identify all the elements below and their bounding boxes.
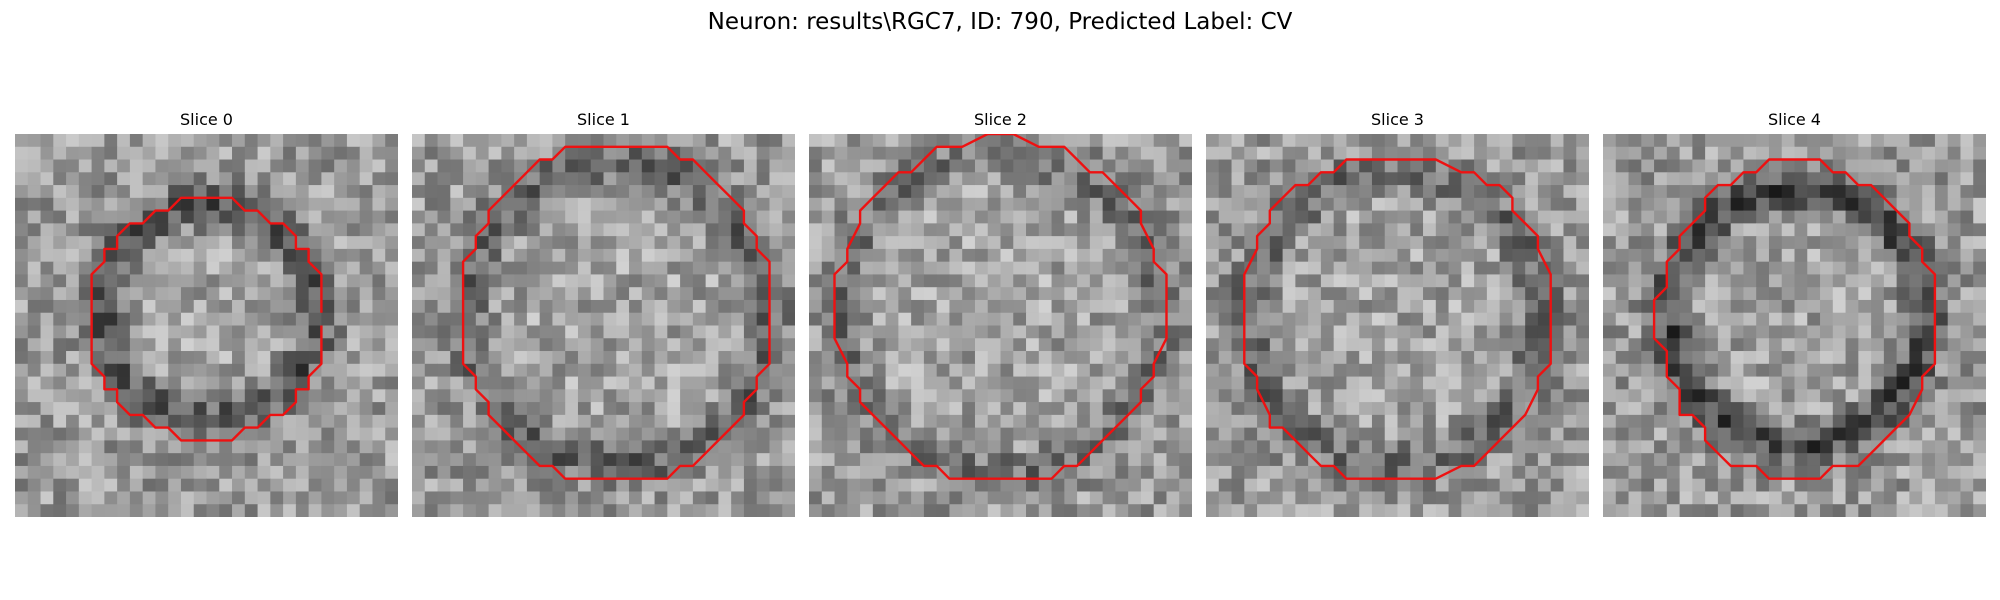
slice-image bbox=[809, 134, 1192, 517]
slice-title: Slice 4 bbox=[1603, 108, 1986, 132]
slice-panel: Slice 2 bbox=[809, 108, 1192, 517]
slice-image bbox=[15, 134, 398, 517]
slice-title: Slice 1 bbox=[412, 108, 795, 132]
slice-panel: Slice 0 bbox=[15, 108, 398, 517]
slice-image bbox=[1206, 134, 1589, 517]
slice-image bbox=[412, 134, 795, 517]
slice-title: Slice 0 bbox=[15, 108, 398, 132]
slice-panel: Slice 4 bbox=[1603, 108, 1986, 517]
slice-image bbox=[1603, 134, 1986, 517]
slice-title: Slice 2 bbox=[809, 108, 1192, 132]
slice-panel: Slice 3 bbox=[1206, 108, 1589, 517]
slice-panel: Slice 1 bbox=[412, 108, 795, 517]
slice-title: Slice 3 bbox=[1206, 108, 1589, 132]
figure-title: Neuron: results\RGC7, ID: 790, Predicted… bbox=[0, 8, 2000, 36]
